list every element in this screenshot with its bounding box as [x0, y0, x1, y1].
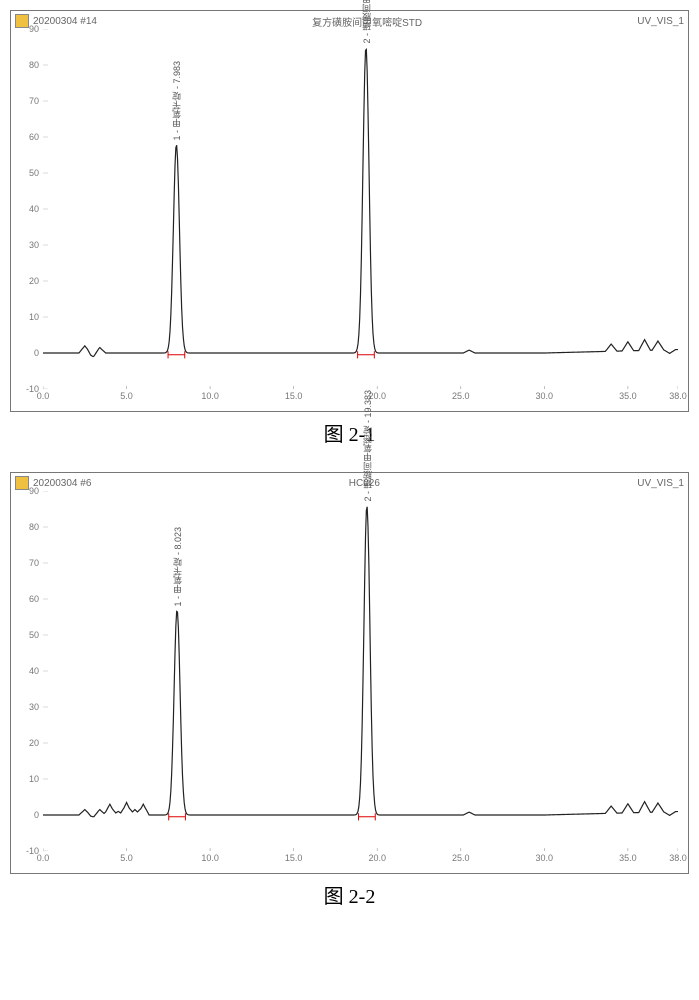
y-tick-label: 50 [29, 630, 39, 640]
x-tick-label: 30.0 [536, 391, 554, 401]
y-tick-label: 10 [29, 312, 39, 322]
chart-icon [15, 14, 29, 28]
figure-block: 20200304 #6HC026UV_VIS_1-100102030405060… [10, 472, 689, 909]
y-tick-label: 0 [34, 810, 39, 820]
plot-area: -1001020304050607080900.05.010.015.020.0… [43, 491, 678, 851]
chart-icon [15, 476, 29, 490]
y-tick-label: 30 [29, 240, 39, 250]
chromatogram-chart: 20200304 #14复方磺胺间甲氧嘧啶STDUV_VIS_1-1001020… [10, 10, 689, 412]
y-tick-label: 30 [29, 702, 39, 712]
x-tick-label: 15.0 [285, 391, 303, 401]
chromatogram-trace [43, 507, 678, 817]
x-tick-label: 0.0 [37, 853, 50, 863]
x-tick-label: 38.0 [669, 853, 687, 863]
y-tick-label: 70 [29, 96, 39, 106]
x-tick-label: 15.0 [285, 853, 303, 863]
x-tick-label: 35.0 [619, 853, 637, 863]
x-tick-label: 5.0 [120, 391, 133, 401]
chromatogram-trace [43, 49, 678, 356]
figure-caption: 图 2-2 [10, 880, 689, 909]
title-left: 20200304 #6 [33, 478, 91, 489]
peak-label: 2 - 磺胺间甲氧嘧啶 - 19.327 [360, 0, 373, 43]
plot-area: -1001020304050607080900.05.010.015.020.0… [43, 29, 678, 389]
figure-caption: 图 2-1 [10, 418, 689, 447]
peak-label: 1 - 甲氧苄啶 - 7.983 [170, 61, 183, 141]
y-tick-label: 80 [29, 60, 39, 70]
y-tick-label: 80 [29, 522, 39, 532]
y-tick-label: 70 [29, 558, 39, 568]
title-right: UV_VIS_1 [637, 478, 684, 489]
x-tick-label: 38.0 [669, 391, 687, 401]
x-tick-label: 25.0 [452, 853, 470, 863]
x-tick-label: 10.0 [201, 853, 219, 863]
y-tick-label: 20 [29, 276, 39, 286]
x-tick-label: 30.0 [536, 853, 554, 863]
y-tick-label: 40 [29, 666, 39, 676]
figure-block: 20200304 #14复方磺胺间甲氧嘧啶STDUV_VIS_1-1001020… [10, 10, 689, 447]
title-left: 20200304 #14 [33, 16, 97, 27]
x-tick-label: 20.0 [368, 853, 386, 863]
x-tick-label: 10.0 [201, 391, 219, 401]
title-right: UV_VIS_1 [637, 16, 684, 27]
y-tick-label: 60 [29, 132, 39, 142]
x-tick-label: 0.0 [37, 391, 50, 401]
trace-svg [43, 29, 678, 389]
y-tick-label: 90 [29, 24, 39, 34]
trace-svg [43, 491, 678, 851]
x-tick-label: 5.0 [120, 853, 133, 863]
y-tick-label: 50 [29, 168, 39, 178]
chart-titlebar: 20200304 #14复方磺胺间甲氧嘧啶STDUV_VIS_1 [11, 11, 688, 29]
y-tick-label: 40 [29, 204, 39, 214]
chromatogram-chart: 20200304 #6HC026UV_VIS_1-100102030405060… [10, 472, 689, 874]
y-tick-label: 60 [29, 594, 39, 604]
x-tick-label: 35.0 [619, 391, 637, 401]
y-tick-label: 20 [29, 738, 39, 748]
peak-label: 2 - 磺胺间甲氧嘧啶 - 19.383 [361, 390, 374, 502]
x-tick-label: 25.0 [452, 391, 470, 401]
y-tick-label: 0 [34, 348, 39, 358]
chart-titlebar: 20200304 #6HC026UV_VIS_1 [11, 473, 688, 491]
y-tick-label: 10 [29, 774, 39, 784]
y-tick-label: 90 [29, 486, 39, 496]
peak-label: 1 - 甲氧苄啶 - 8.023 [171, 527, 184, 607]
